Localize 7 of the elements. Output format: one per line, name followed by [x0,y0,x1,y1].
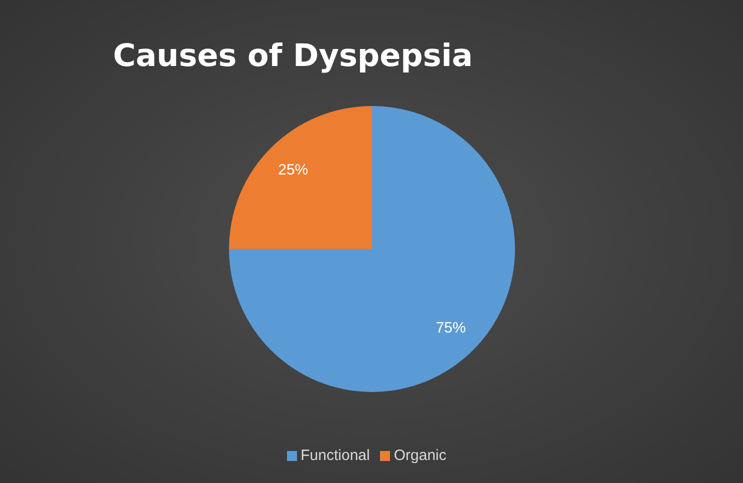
data-label: 75% [436,319,466,336]
pie-slice [229,106,515,392]
legend-label: Functional [300,447,370,464]
data-label: 25% [278,162,308,179]
pie-slice [229,106,372,249]
chart-title: Causes of Dyspepsia [113,38,473,74]
legend-label: Organic [394,447,446,464]
